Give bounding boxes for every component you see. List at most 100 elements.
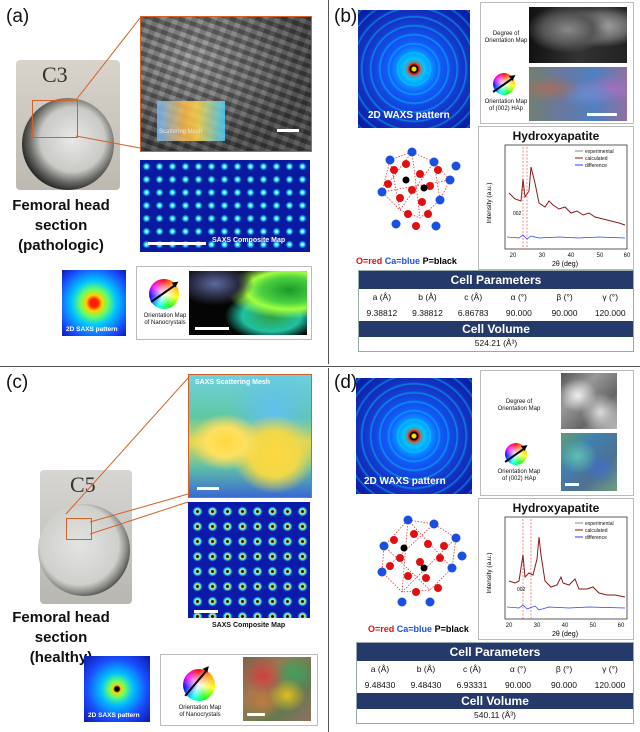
orientation-panel-d: Degree of Orientation Map Orientation Ma… <box>480 370 634 496</box>
cell-parameters-table-d: Cell Parameters a (Å) b (Å) c (Å) α (°) … <box>356 642 634 724</box>
sample-disc <box>22 98 114 190</box>
saxs-pattern-a: 2D SAXS pattern <box>62 270 126 336</box>
volume-value: 524.21 (Å³) <box>474 338 518 348</box>
label-line: of Nanocrystals <box>144 320 186 326</box>
legend-difference: difference <box>585 535 607 541</box>
orientation-map-box-c: Orientation Map of Nanocrystals <box>160 654 318 726</box>
waxs-pattern-b: 2D WAXS pattern <box>358 10 470 128</box>
label-line: Orientation Map <box>484 38 528 44</box>
legend-calcium: Ca=blue <box>396 624 433 634</box>
legend-oxygen: O=red <box>356 256 383 266</box>
column-divider-top <box>328 0 329 364</box>
volume-value: 540.11 (Å³) <box>474 710 516 720</box>
orientation-label-d: Orientation Map of (002) HAp <box>491 469 547 483</box>
degree-label-d: Degree of Orientation Map <box>491 399 547 413</box>
column-header: γ (°) <box>602 664 618 674</box>
y-axis-label: Intensity (a.u.) <box>486 552 493 593</box>
column-header: b (Å) <box>418 292 437 302</box>
crystal-structure-d <box>364 506 474 616</box>
xrd-title: Hydroxyapatite <box>512 129 600 143</box>
table-cell: 6.93331 <box>456 680 488 690</box>
degree-label-b: Degree of Orientation Map <box>481 31 531 45</box>
sample-photo-pathologic: C3 <box>16 60 120 190</box>
table-values-row: 9.48430 9.48430 6.93331 90.000 90.000 12… <box>357 677 633 693</box>
crystal-structure-drawing <box>377 147 461 231</box>
orientation-panel-b: Degree of Orientation Map Orientation Ma… <box>480 2 634 124</box>
table-cell: 90.000 <box>551 680 577 690</box>
crystal-structure-drawing <box>377 515 467 607</box>
degree-orientation-map-b <box>529 7 627 63</box>
caption-line: section <box>34 217 88 234</box>
xrd-chart: 002 20 30 40 50 60 2θ (deg) Intensity (a… <box>486 516 628 638</box>
legend-phosphorus: P=black <box>434 624 469 634</box>
xrd-plot-d: Hydroxyapatite 002 20 30 40 50 60 2θ (de… <box>478 498 634 640</box>
table-cell: 90.000 <box>551 308 578 318</box>
column-header: β (°) <box>556 292 573 302</box>
composite-map-label: SAXS Composite Map <box>212 237 286 244</box>
composite-map-label-c: SAXS Composite Map <box>212 622 286 629</box>
tick-label: 50 <box>590 623 597 629</box>
legend-oxygen: O=red <box>368 624 395 634</box>
table-cell: 6.86783 <box>457 308 489 318</box>
label-line: Degree of <box>492 31 520 37</box>
table-cell: 9.48430 <box>364 680 396 690</box>
label-line: Orientation Map <box>484 99 528 105</box>
tick-label: 40 <box>562 623 569 629</box>
scale-bar <box>195 327 229 330</box>
table-cell: 120.000 <box>594 680 626 690</box>
panel-label-a: (a) <box>6 6 30 27</box>
scale-bar <box>587 113 617 116</box>
legend-calculated: calculated <box>585 528 608 534</box>
cell-parameters-table-b: Cell Parameters a (Å) b (Å) c (Å) α (°) … <box>358 270 634 352</box>
zoom-connectors-c <box>65 377 189 535</box>
color-wheel-icon <box>183 669 215 701</box>
scattering-mesh-overlay: Scattering Mesh <box>157 101 225 141</box>
bone-micrograph: Scattering Mesh <box>140 16 312 152</box>
scale-bar <box>194 610 218 613</box>
column-header: c (Å) <box>463 664 481 674</box>
volume-header: Cell Volume <box>359 321 633 337</box>
table-cell: 9.48430 <box>410 680 442 690</box>
table-columns-row: a (Å) b (Å) c (Å) α (°) β (°) γ (°) <box>357 661 633 677</box>
column-header: c (Å) <box>464 292 483 302</box>
scale-bar <box>565 483 579 486</box>
degree-orientation-map-d <box>561 373 617 429</box>
table-cell: 9.38812 <box>412 308 443 318</box>
scattering-mesh-label: Scattering Mesh <box>159 129 203 135</box>
orientation-map-nanocrystals-c <box>243 657 311 721</box>
legend-experimental: experimental <box>585 521 614 527</box>
table-header: Cell Parameters <box>357 643 633 661</box>
table-cell: 90.000 <box>505 308 532 318</box>
label-line: of (002) HAp <box>501 476 537 482</box>
column-header: β (°) <box>555 664 573 674</box>
sample-caption-a: Femoral head section (pathologic) <box>6 196 116 256</box>
label-line: Orientation Map <box>497 469 541 475</box>
waxs-pattern-label: 2D WAXS pattern <box>364 476 446 487</box>
tick-label: 50 <box>597 253 604 259</box>
section-divider <box>0 366 640 367</box>
orientation-map-box-a: Orientation Map of Nanocrystals <box>136 266 312 340</box>
column-header: α (°) <box>510 292 528 302</box>
tick-label: 30 <box>539 253 546 259</box>
xrd-plot-b: Hydroxyapatite 002 20 30 40 50 60 2θ (de… <box>478 126 634 270</box>
xrd-chart: 002 20 30 40 50 60 2θ (deg) Intensity (a… <box>486 144 631 268</box>
legend-calculated: calculated <box>585 156 608 162</box>
xrd-title: Hydroxyapatite <box>512 501 600 515</box>
atom-legend-b: O=red Ca=blue P=black <box>356 256 457 266</box>
column-header: b (Å) <box>416 664 436 674</box>
waxs-pattern-label: 2D WAXS pattern <box>368 110 450 121</box>
orientation-map-002-d <box>561 433 617 491</box>
table-columns-row: a (Å) b (Å) c (Å) α (°) β (°) γ (°) <box>359 289 633 305</box>
caption-line: (healthy) <box>29 649 93 666</box>
sample-label-c3: C3 <box>42 62 68 87</box>
volume-header: Cell Volume <box>357 693 633 709</box>
column-header: γ (°) <box>602 292 619 302</box>
mesh-region-box <box>66 518 92 540</box>
saxs-pattern-label: 2D SAXS pattern <box>66 326 118 333</box>
label-line: of (002) HAp <box>488 106 524 112</box>
tick-label: 40 <box>568 253 575 259</box>
table-values-row: 9.38812 9.38812 6.86783 90.000 90.000 12… <box>359 305 633 321</box>
saxs-scattering-mesh-c: SAXS Scattering Mesh <box>188 374 312 498</box>
scale-bar <box>148 242 206 245</box>
orientation-map-002-b <box>529 67 627 121</box>
